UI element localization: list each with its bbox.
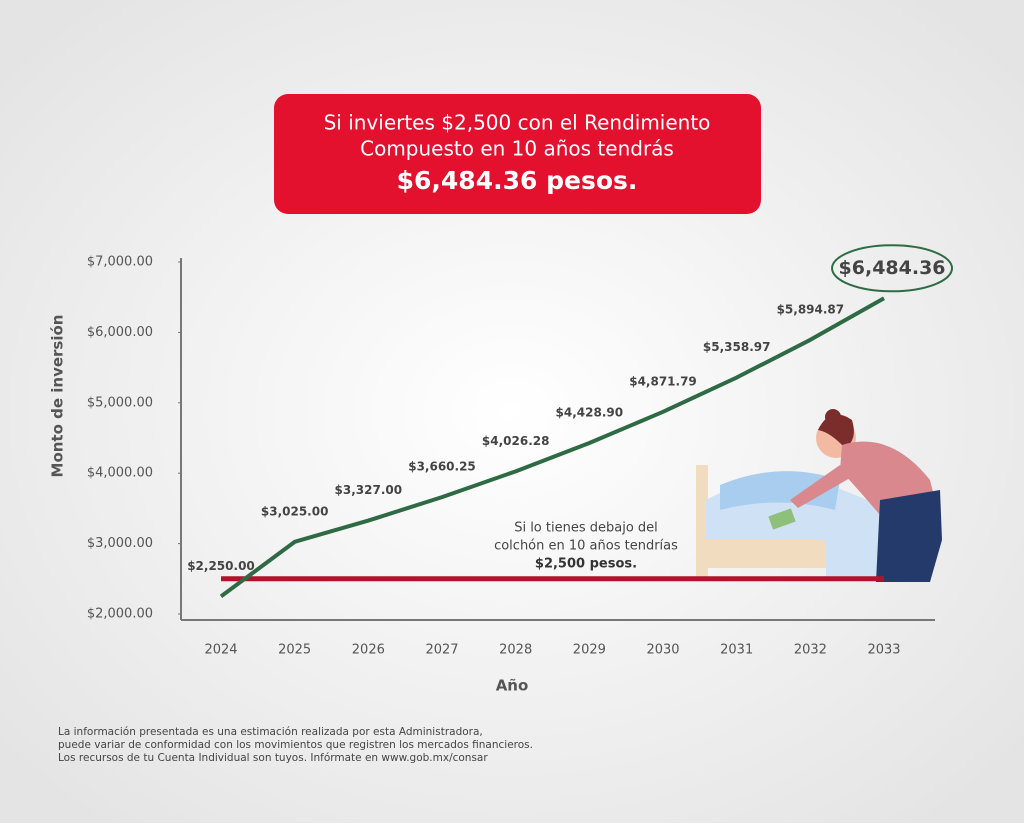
x-tick-label: 2031 — [720, 643, 753, 658]
y-axis-title: Monto de inversión — [49, 315, 67, 478]
series-line — [219, 296, 886, 599]
x-tick-label: 2024 — [204, 643, 237, 658]
title-highlight: $6,484.36 pesos. — [397, 166, 638, 195]
y-tick-label: $3,000.00 — [87, 536, 153, 551]
x-tick-label: 2025 — [278, 643, 311, 658]
x-tick-label: 2029 — [573, 643, 606, 658]
y-tick-label: $4,000.00 — [87, 466, 153, 481]
illustration — [696, 409, 942, 582]
title-line: Compuesto en 10 años tendrás — [360, 137, 674, 161]
title-line: Si inviertes $2,500 con el Rendimiento — [324, 111, 711, 135]
data-label: $3,660.25 — [408, 460, 476, 474]
y-tick-label: $7,000.00 — [87, 255, 153, 270]
data-label: $4,428.90 — [556, 406, 624, 420]
footnote: puede variar de conformidad con los movi… — [58, 739, 533, 751]
x-axis-title: Año — [496, 677, 529, 695]
x-tick-label: 2033 — [867, 643, 900, 658]
data-label: $5,358.97 — [703, 340, 771, 354]
data-label: $2,250.00 — [187, 559, 255, 573]
annotation: colchón en 10 años tendrías — [494, 539, 678, 554]
x-tick-label: 2026 — [352, 643, 385, 658]
x-tick-label: 2030 — [646, 643, 679, 658]
x-tick-label: 2028 — [499, 643, 532, 658]
data-label: $4,026.28 — [482, 434, 550, 448]
annotation: Si lo tienes debajo del — [514, 521, 658, 536]
footnote: La información presentada es una estimac… — [58, 726, 483, 738]
data-label: $3,327.00 — [335, 483, 403, 497]
data-label: $6,484.36 — [839, 257, 946, 279]
y-tick-label: $5,000.00 — [87, 395, 153, 410]
y-tick-label: $6,000.00 — [87, 325, 153, 340]
highlight-ring — [831, 244, 954, 293]
data-label: $4,871.79 — [629, 374, 697, 388]
annotation-highlight: $2,500 pesos. — [535, 557, 637, 572]
x-tick-label: 2027 — [425, 643, 458, 658]
y-tick-label: $2,000.00 — [87, 607, 153, 622]
title-box — [274, 94, 761, 214]
data-label: $5,894.87 — [777, 302, 845, 316]
x-tick-label: 2032 — [794, 643, 827, 658]
footnote: Los recursos de tu Cuenta Individual son… — [58, 752, 488, 764]
data-label: $3,025.00 — [261, 504, 329, 518]
